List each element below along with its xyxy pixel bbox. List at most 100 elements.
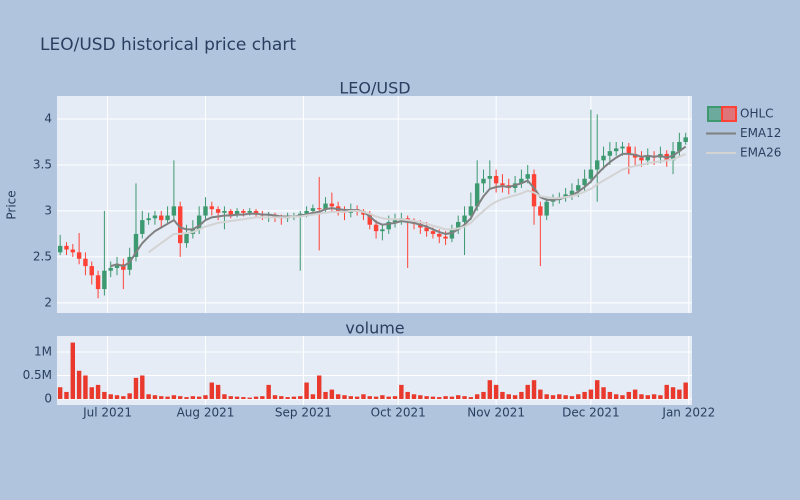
candle-body <box>184 233 189 244</box>
volume-bar <box>620 395 625 399</box>
candle-body <box>323 203 328 210</box>
candle-body <box>474 183 480 207</box>
volume-bar <box>380 395 385 399</box>
candle-body <box>620 146 625 149</box>
volume-bar <box>89 387 94 399</box>
candle-body <box>253 210 259 214</box>
y-tick-label: 4 <box>44 111 52 125</box>
volume-bar <box>209 382 215 399</box>
volume-bar <box>373 396 379 399</box>
volume-bar <box>531 380 537 399</box>
volume-bar <box>437 397 442 399</box>
volume-bar <box>114 395 120 399</box>
volume-bar <box>222 394 227 399</box>
volume-bar <box>639 394 644 399</box>
volume-bar <box>323 391 328 399</box>
candle-body <box>222 210 227 213</box>
candle-body <box>443 236 448 239</box>
candle-body <box>241 210 246 213</box>
volume-bar <box>102 391 107 399</box>
volume-bar <box>519 391 524 399</box>
candle-body <box>538 206 543 216</box>
y-tick-label: 0.5M <box>23 368 52 382</box>
candle-body <box>70 249 76 253</box>
candle-body <box>108 267 113 271</box>
candle-body <box>437 233 442 237</box>
volume-bar <box>601 387 606 399</box>
y-tick-label: 1M <box>34 344 52 358</box>
volume-bar <box>658 395 663 399</box>
x-tick-label: Dec 2021 <box>562 406 620 420</box>
volume-bar <box>228 396 233 399</box>
candle-body <box>95 275 101 290</box>
candle-body <box>114 264 120 268</box>
candle-body <box>140 220 145 234</box>
volume-bar <box>500 391 505 399</box>
volume-bar <box>304 382 309 399</box>
ema-line <box>148 153 687 254</box>
volume-bar <box>645 395 650 399</box>
y-axis-label: Price <box>5 190 19 219</box>
candle-body <box>386 221 391 230</box>
y-tick-label: 0 <box>44 391 52 405</box>
subplot-title: LEO/USD <box>339 79 410 98</box>
candle-body <box>83 258 88 267</box>
volume-bar <box>310 394 316 399</box>
candle-body <box>133 233 139 257</box>
candle-body <box>468 206 474 216</box>
volume-bar <box>506 394 511 399</box>
x-tick-label: Aug 2021 <box>177 406 235 420</box>
candle-body <box>626 146 632 154</box>
volume-bar <box>83 375 88 399</box>
candle-body <box>310 208 316 211</box>
candle-body <box>639 157 644 161</box>
candle-body <box>525 174 530 179</box>
volume-bar <box>234 396 240 399</box>
candle-body <box>576 185 581 191</box>
volume-bar <box>247 397 252 399</box>
volume-bar <box>95 384 101 399</box>
y-tick-label: 2.5 <box>33 249 52 263</box>
candle-body <box>152 215 158 219</box>
volume-bar <box>664 384 669 399</box>
legend-swatch <box>721 106 737 122</box>
volume-bar <box>70 342 76 399</box>
volume-bar <box>152 395 158 399</box>
candle-body <box>645 155 650 161</box>
volume-bar <box>76 370 82 399</box>
volume-bar <box>203 395 208 399</box>
candle-body <box>159 215 164 221</box>
volume-bar <box>563 395 568 399</box>
volume-bar <box>159 396 164 399</box>
volume-bar <box>317 375 322 399</box>
volume-bar <box>405 391 410 399</box>
candle-body <box>531 174 537 207</box>
volume-bar <box>607 391 613 399</box>
volume-bar <box>361 394 366 399</box>
volume-bar <box>241 397 246 399</box>
x-tick-label: Sep 2021 <box>275 406 332 420</box>
price-plot-area <box>57 96 692 313</box>
y-tick-label: 2 <box>44 295 52 309</box>
candle-body <box>430 231 436 234</box>
candle-body <box>595 160 600 170</box>
volume-bar <box>215 384 221 399</box>
candle-body <box>203 206 208 216</box>
candle-body <box>329 203 335 207</box>
volume-bar <box>538 389 543 399</box>
volume-bar <box>626 391 632 399</box>
volume-bar <box>449 396 455 399</box>
candle-body <box>196 215 202 230</box>
legend-label: EMA12 <box>740 126 781 140</box>
volume-bar <box>424 396 429 399</box>
candle-body <box>228 210 233 215</box>
volume-bar <box>474 394 480 399</box>
candle-body <box>493 175 499 184</box>
volume-bar <box>108 394 113 399</box>
volume-bar <box>632 389 638 399</box>
candle-body <box>500 183 505 186</box>
volume-bar <box>291 396 297 399</box>
candle-body <box>171 206 177 216</box>
volume-bar <box>348 396 354 399</box>
volume-bar <box>190 396 196 399</box>
